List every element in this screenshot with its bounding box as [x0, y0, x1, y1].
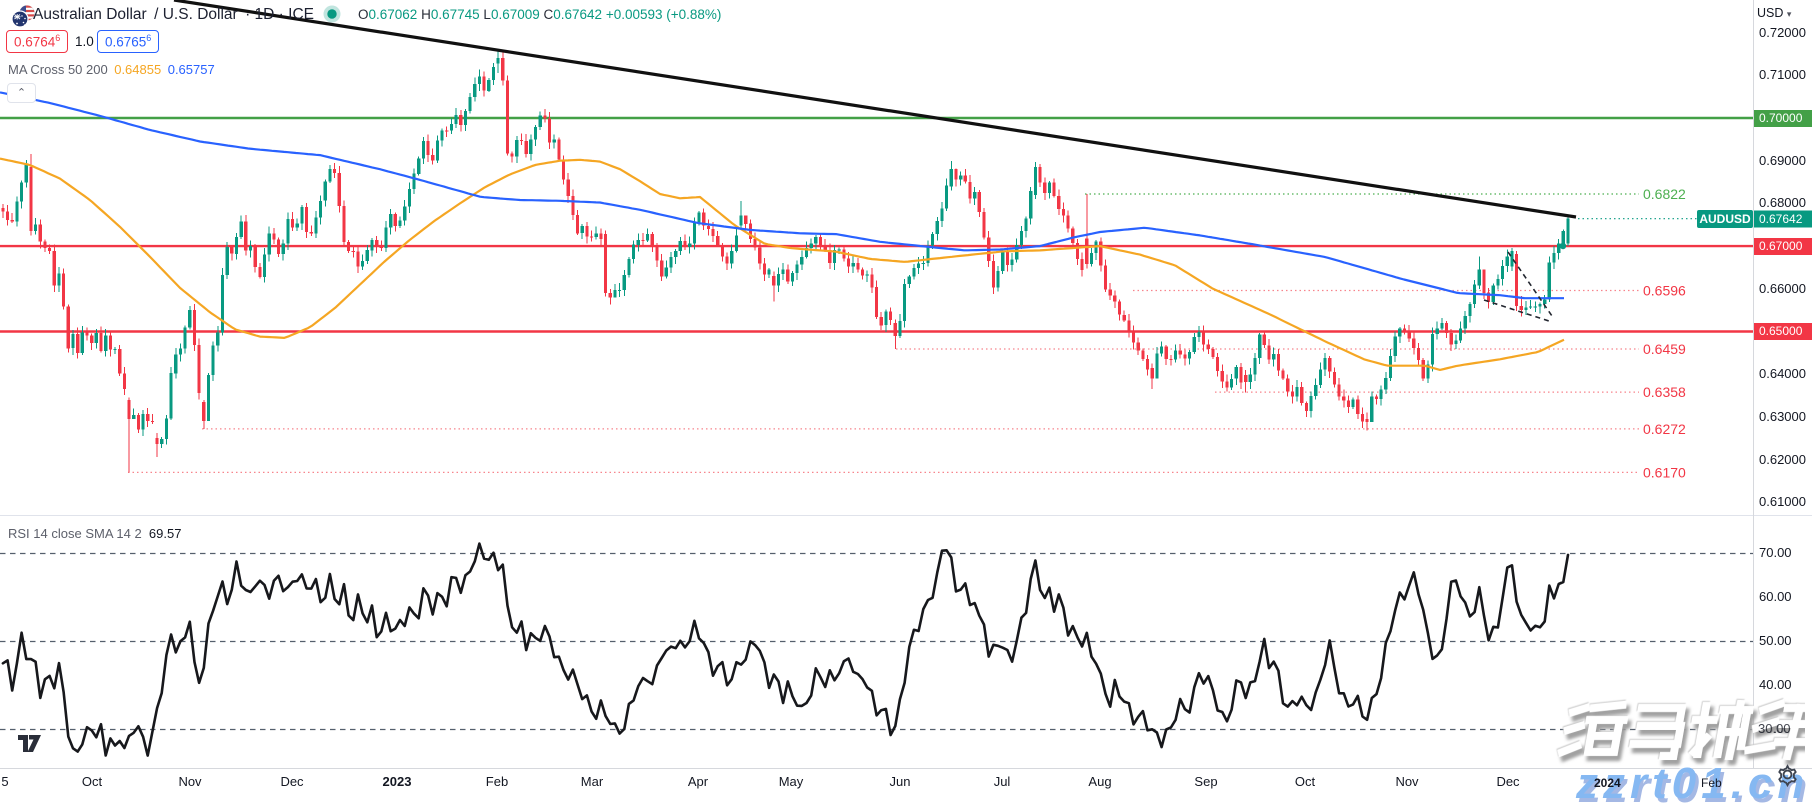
svg-text:0.6170: 0.6170	[1643, 464, 1686, 480]
svg-text:0.65000: 0.65000	[1759, 324, 1803, 338]
svg-text:0.64000: 0.64000	[1759, 366, 1806, 381]
svg-text:5: 5	[1, 774, 8, 789]
svg-text:Apr: Apr	[688, 774, 709, 789]
svg-text:0.63000: 0.63000	[1759, 409, 1806, 424]
svg-text:0.69000: 0.69000	[1759, 153, 1806, 168]
svg-text:0.66000: 0.66000	[1759, 281, 1806, 296]
svg-text:2023: 2023	[383, 774, 412, 789]
svg-text:Jun: Jun	[890, 774, 911, 789]
svg-text:Aug: Aug	[1088, 774, 1111, 789]
svg-text:Mar: Mar	[581, 774, 604, 789]
svg-text:Oct: Oct	[1295, 774, 1316, 789]
svg-text:Jul: Jul	[994, 774, 1011, 789]
svg-text:0.61000: 0.61000	[1759, 494, 1806, 509]
svg-text:May: May	[779, 774, 804, 789]
svg-text:60.00: 60.00	[1759, 589, 1792, 604]
svg-text:0.6358: 0.6358	[1643, 384, 1686, 400]
svg-text:0.68000: 0.68000	[1759, 195, 1806, 210]
svg-text:0.67642: 0.67642	[1759, 212, 1803, 226]
svg-text:Sep: Sep	[1194, 774, 1217, 789]
svg-text:70.00: 70.00	[1759, 545, 1792, 560]
svg-text:0.67000: 0.67000	[1759, 239, 1803, 253]
svg-text:Nov: Nov	[1395, 774, 1419, 789]
svg-text:0.71000: 0.71000	[1759, 67, 1806, 82]
svg-text:50.00: 50.00	[1759, 633, 1792, 648]
svg-text:Nov: Nov	[178, 774, 202, 789]
svg-text:Feb: Feb	[486, 774, 508, 789]
svg-text:0.70000: 0.70000	[1759, 111, 1803, 125]
svg-text:0.72000: 0.72000	[1759, 25, 1806, 40]
svg-text:0.6272: 0.6272	[1643, 421, 1686, 437]
svg-text:0.6596: 0.6596	[1643, 283, 1686, 299]
svg-text:0.6459: 0.6459	[1643, 341, 1686, 357]
svg-text:Dec: Dec	[1496, 774, 1520, 789]
svg-text:40.00: 40.00	[1759, 677, 1792, 692]
svg-text:AUDUSD: AUDUSD	[1699, 212, 1751, 226]
svg-text:Dec: Dec	[280, 774, 304, 789]
svg-text:0.62000: 0.62000	[1759, 452, 1806, 467]
svg-text:0.6822: 0.6822	[1643, 186, 1686, 202]
svg-text:Oct: Oct	[82, 774, 103, 789]
